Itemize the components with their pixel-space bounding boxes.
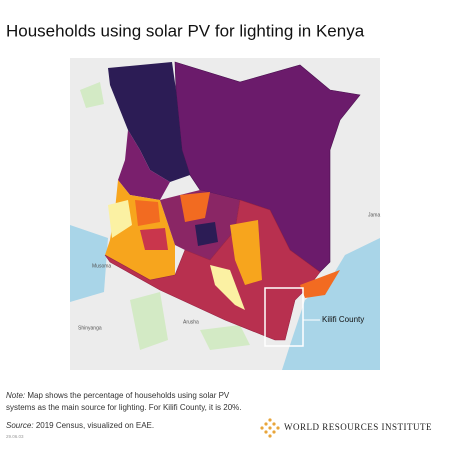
region	[180, 192, 210, 222]
place-label: Jama	[368, 212, 380, 218]
source: Source: 2019 Census, visualized on EAE.	[6, 421, 154, 430]
region	[300, 270, 340, 298]
logo-text: WORLD RESOURCES INSTITUTE	[284, 422, 432, 432]
region	[135, 200, 160, 226]
region	[230, 220, 262, 285]
date: 29.06.03	[6, 434, 24, 439]
park	[130, 292, 168, 350]
source-label: Source:	[6, 421, 34, 430]
highlight-box	[264, 287, 304, 347]
lake	[70, 225, 108, 302]
note-text: systems as the main source for lighting.…	[6, 403, 242, 412]
place-label: Shinyanga	[78, 325, 102, 331]
region	[210, 265, 245, 310]
sea	[282, 238, 380, 370]
note: Note: Map shows the percentage of househ…	[6, 391, 230, 400]
note-label: Note:	[6, 391, 25, 400]
park	[200, 325, 250, 350]
source-text: 2019 Census, visualized on EAE.	[36, 421, 154, 430]
region	[108, 62, 190, 182]
region	[140, 228, 168, 250]
place-label: Musoma	[92, 263, 111, 269]
annotation: Kilifi County	[322, 315, 364, 324]
logo: WORLD RESOURCES INSTITUTE	[260, 418, 432, 438]
note-text: Map shows the percentage of households u…	[27, 391, 230, 400]
region	[108, 200, 132, 238]
title: Households using solar PV for lighting i…	[6, 21, 365, 40]
region	[195, 222, 218, 246]
logo-icon	[260, 418, 280, 438]
map: Kilifi County Musoma Shinyanga Arusha Ja…	[70, 58, 380, 370]
place-label: Arusha	[183, 319, 199, 325]
park	[80, 82, 104, 108]
region	[118, 130, 170, 200]
